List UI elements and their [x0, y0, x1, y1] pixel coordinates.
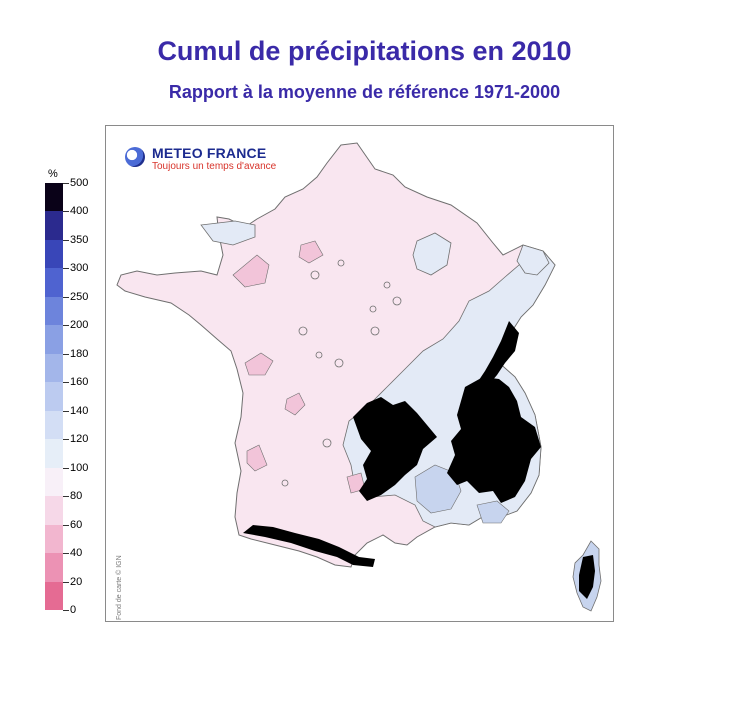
isolated-contour: [369, 305, 377, 313]
legend-tick: [63, 468, 69, 469]
legend-label: 400: [70, 205, 89, 217]
legend-tick: [63, 525, 69, 526]
legend-colorbar: [45, 183, 63, 611]
isolated-contour: [322, 438, 332, 448]
legend-label: 500: [70, 177, 89, 189]
map-subtitle: Rapport à la moyenne de référence 1971-2…: [168, 82, 561, 102]
legend-tick: [63, 610, 69, 611]
legend-color-step: [45, 268, 63, 298]
isolated-contour: [334, 358, 344, 368]
legend-label: 140: [70, 405, 89, 417]
blue-zone-north-center: [412, 232, 452, 276]
map-credit: Fond de carte © IGN: [116, 555, 123, 620]
blue-zone-northeast: [516, 244, 550, 276]
isolated-contour: [370, 326, 380, 336]
meteo-france-logo-icon: [125, 147, 145, 167]
pink-zone-north-center: [298, 240, 324, 264]
logo-name: METEO FRANCE: [152, 145, 267, 161]
legend-label: 120: [70, 433, 89, 445]
legend-tick: [63, 439, 69, 440]
legend-color-step: [45, 496, 63, 526]
legend-label: 80: [70, 490, 83, 502]
black-zone-pyrenees: [243, 525, 375, 567]
legend-label: 250: [70, 291, 89, 303]
black-zone-alps: [447, 377, 541, 503]
legend-tick: [63, 240, 69, 241]
legend-color-step: [45, 410, 63, 440]
black-zone-corsica: [579, 555, 595, 599]
legend-tick: [63, 496, 69, 497]
isolated-contour: [310, 270, 320, 280]
pink-zone-west: [244, 352, 274, 376]
legend-color-step: [45, 382, 63, 412]
blue-zone-south-mid: [414, 464, 462, 514]
legend-tick: [63, 382, 69, 383]
legend-color-step: [45, 353, 63, 383]
pink-zone-center-west: [284, 392, 306, 416]
legend-color-step: [45, 183, 63, 212]
pink-zone-southwest: [246, 444, 268, 472]
legend-label: 20: [70, 576, 83, 588]
legend-color-step: [45, 325, 63, 355]
legend-tick: [63, 582, 69, 583]
isolated-contour: [383, 281, 391, 289]
legend-color-step: [45, 581, 63, 611]
legend-tick: [63, 183, 69, 184]
precipitation-map: [116, 142, 602, 612]
legend-color-step: [45, 239, 63, 269]
isolated-contour: [315, 351, 323, 359]
legend-color-step: [45, 467, 63, 497]
legend-label: 180: [70, 348, 89, 360]
legend-label: 100: [70, 462, 89, 474]
legend-label: 300: [70, 262, 89, 274]
legend-color-step: [45, 553, 63, 583]
legend-color-step: [45, 439, 63, 469]
legend-tick: [63, 354, 69, 355]
legend-tick: [63, 553, 69, 554]
legend-label: 60: [70, 519, 83, 531]
legend-color-step: [45, 296, 63, 326]
legend-label: 160: [70, 376, 89, 388]
isolated-contour: [337, 259, 345, 267]
legend-tick: [63, 268, 69, 269]
black-zone-cevennes: [353, 397, 437, 501]
legend-tick: [63, 325, 69, 326]
blue-zone-brittany-north: [200, 220, 256, 246]
map-title: Cumul de précipitations en 2010: [157, 36, 572, 66]
legend-tick: [63, 297, 69, 298]
legend-label: 350: [70, 234, 89, 246]
legend-tick: [63, 211, 69, 212]
legend-label: 0: [70, 604, 77, 616]
pink-zone-normandy: [232, 254, 270, 288]
legend-color-step: [45, 211, 63, 241]
blue-zone-riviera: [476, 500, 510, 524]
meteo-france-logo: METEO FRANCE Toujours un temps d'avance: [125, 145, 285, 175]
isolated-contour: [392, 296, 402, 306]
logo-tagline: Toujours un temps d'avance: [152, 161, 277, 172]
legend-unit: %: [48, 168, 58, 180]
legend-label: 40: [70, 547, 83, 559]
legend-color-step: [45, 524, 63, 554]
legend-label: 200: [70, 319, 89, 331]
isolated-contour: [281, 479, 289, 487]
legend-tick: [63, 411, 69, 412]
black-zone-jura: [477, 321, 519, 387]
isolated-contour: [298, 326, 308, 336]
